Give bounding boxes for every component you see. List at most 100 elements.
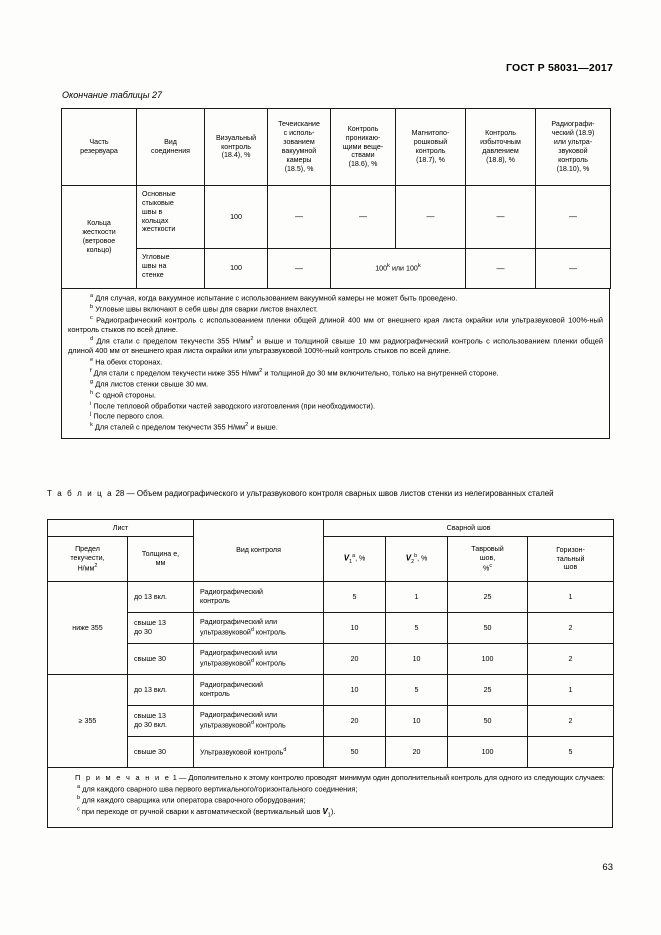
table-row: свыше 30 Ультразвуковой контрольd 50 20 … (48, 736, 615, 768)
table-row: ниже 355 до 13 вкл. Радиографический кон… (47, 581, 615, 675)
cell-horizontal: 2 (527, 643, 615, 675)
cell-thickness: свыше 30 (126, 643, 195, 675)
cell-method: Радиографический контроль (193, 581, 325, 613)
cell-tee: 25 (447, 674, 529, 706)
table-row: свыше 30 Радиографический или ультразвук… (48, 643, 615, 675)
footnote-b: b Угловые швы включают в себя швы для св… (90, 303, 318, 314)
cell-visual: 100 (204, 248, 268, 289)
cell-vacuum: — (267, 185, 331, 249)
th-control-method: Вид контроля (193, 519, 325, 582)
cell-v2: 10 (385, 643, 449, 675)
table-28-subheader-row: Предел текучести, Н/мм2 Толщина е, мм V1… (47, 536, 615, 582)
cell-radiographic: — (535, 248, 611, 289)
footnote-j: j После первого слоя. (90, 411, 165, 421)
th-yield-strength: Предел текучести, Н/мм2 (47, 536, 128, 582)
cell-pressure: — (465, 185, 536, 249)
th-thickness: Толщина е, мм (126, 536, 195, 582)
th-v2-seam: V2b, % (385, 536, 449, 582)
note-item-b: b для каждого сварщика или оператора сва… (77, 795, 306, 805)
cell-horizontal: 5 (527, 736, 615, 768)
cell-thickness: до 13 вкл. (126, 674, 195, 706)
cell-method: Радиографический или ультразвуковойd кон… (193, 643, 325, 675)
cell-v2: 1 (385, 581, 449, 613)
footnote-g: g Для листов стенки свыше 30 мм. (90, 378, 209, 389)
footnote-a: a Для случая, когда вакуумное испытание … (90, 293, 458, 303)
table-28-grid: Лист Вид контроля Сварной шов Предел тек… (46, 519, 615, 768)
th-part: Часть резервуара (61, 108, 137, 186)
cell-horizontal: 2 (527, 705, 615, 737)
standard-number: ГОСТ Р 58031—2017 (505, 62, 613, 74)
table-27-footnotes: a Для случая, когда вакуумное испытание … (61, 289, 610, 440)
page-number: 63 (602, 862, 613, 873)
cell-tee: 25 (447, 581, 529, 613)
table-27-grid: Часть резервуара Вид соединения Визуальн… (61, 108, 611, 289)
table-row: свыше 13 до 30 Радиографический или ульт… (48, 612, 615, 644)
note-item-c: c при переходе от ручной сварки к автома… (77, 806, 336, 819)
th-joint-type: Вид соединения (136, 108, 205, 186)
cell-penetrant-magnetic-merged: 100k или 100k (330, 248, 466, 289)
cell-joint-type: Угловые швы на стенке (136, 248, 205, 289)
footnote-i: i После тепловой обработки частей заводс… (90, 400, 375, 410)
table-row: свыше 13 до 30 вкл. Радиографический или… (48, 705, 615, 737)
cell-v1: 20 (323, 705, 387, 737)
cell-thickness: свыше 30 (126, 736, 195, 768)
cell-method: Ультразвуковой контрольd (193, 736, 325, 768)
table-continuation-label: Окончание таблицы 27 (62, 90, 162, 100)
cell-pressure: — (465, 248, 536, 289)
cell-magnetic: — (395, 185, 466, 249)
cell-tee: 100 (447, 736, 529, 768)
th-sheet-group: Лист (46, 519, 195, 537)
cell-joint-type: Основные стыковые швы в кольцах жесткост… (136, 185, 205, 249)
cell-v1: 20 (323, 643, 387, 675)
cell-method: Радиографический или ультразвуковойd кон… (193, 612, 325, 644)
th-visual-control: Визуальный контроль (18.4), % (204, 108, 268, 186)
table-27-header-row: Часть резервуара Вид соединения Визуальн… (61, 108, 611, 186)
footnote-c: c Радиографический контроль с использова… (68, 314, 603, 335)
table-row: Угловые швы на стенке 100 — 100k или 100… (62, 248, 611, 289)
cell-v2: 5 (385, 674, 449, 706)
table-row: ≥ 355 до 13 вкл. Радиографический контро… (47, 674, 615, 768)
table-28-note: П р и м е ч а н и е 1 — Дополнительно к … (47, 768, 613, 828)
cell-v1: 50 (323, 736, 387, 768)
cell-thickness: свыше 13 до 30 вкл. (126, 705, 195, 737)
footnote-h: h С одной стороны. (90, 389, 156, 400)
cell-horizontal: 2 (527, 612, 615, 644)
th-horizontal-seam: Горизон- тальный шов (527, 536, 615, 582)
cell-part-name: Кольца жесткости (ветровое кольцо) (61, 185, 137, 289)
th-overpressure: Контроль избыточным давлением (18.8), % (465, 108, 536, 186)
cell-v2: 20 (385, 736, 449, 768)
th-radiographic: Радиографи- ческий (18.9) или ультра- зв… (535, 108, 611, 186)
cell-thickness: до 13 вкл. (126, 581, 195, 613)
cell-v2: 10 (385, 705, 449, 737)
table-28-caption: Т а б л и ц а 28 — Объем радиографическо… (47, 489, 554, 498)
cell-v1: 10 (323, 612, 387, 644)
footnote-k: k Для сталей с пределом текучести 355 Н/… (90, 422, 278, 432)
th-weld-group: Сварной шов (323, 519, 615, 537)
note-lead: П р и м е ч а н и е 1 — Дополнительно к … (75, 773, 605, 782)
footnote-e: e На обеих сторонах. (90, 356, 163, 367)
cell-v2: 5 (385, 612, 449, 644)
footnote-d: d Для стали с пределом текучести 355 Н/м… (68, 335, 604, 356)
footnote-f: f Для стали с пределом текучести ниже 35… (90, 367, 499, 378)
cell-penetrant: — (330, 185, 396, 249)
cell-v1: 5 (323, 581, 387, 613)
cell-visual: 100 (204, 185, 268, 249)
cell-yield-group: ниже 355 (47, 581, 128, 675)
table-28: Лист Вид контроля Сварной шов Предел тек… (46, 519, 615, 828)
cell-yield-group: ≥ 355 (47, 674, 128, 768)
note-item-a: a для каждого сварного шва первого верти… (77, 783, 358, 794)
th-magnetic-particle: Магнитопо- рошковый контроль (18.7), % (395, 108, 466, 186)
table-row: Кольца жесткости (ветровое кольцо) Основ… (61, 185, 611, 289)
cell-method: Радиографический или ультразвуковойd кон… (193, 705, 325, 737)
th-vacuum-chamber: Течеискание с исполь- зованием вакуумной… (267, 108, 331, 186)
th-tee-seam: Тавровый шов, %c (447, 536, 529, 582)
cell-radiographic: — (535, 185, 611, 249)
th-v1-seam: V1a, % (323, 536, 387, 582)
cell-v1: 10 (323, 674, 387, 706)
cell-tee: 50 (447, 612, 529, 644)
table-28-group-header-row: Лист Вид контроля Сварной шов (46, 519, 615, 582)
cell-tee: 100 (447, 643, 529, 675)
cell-vacuum: — (267, 248, 331, 289)
cell-horizontal: 1 (527, 674, 615, 706)
